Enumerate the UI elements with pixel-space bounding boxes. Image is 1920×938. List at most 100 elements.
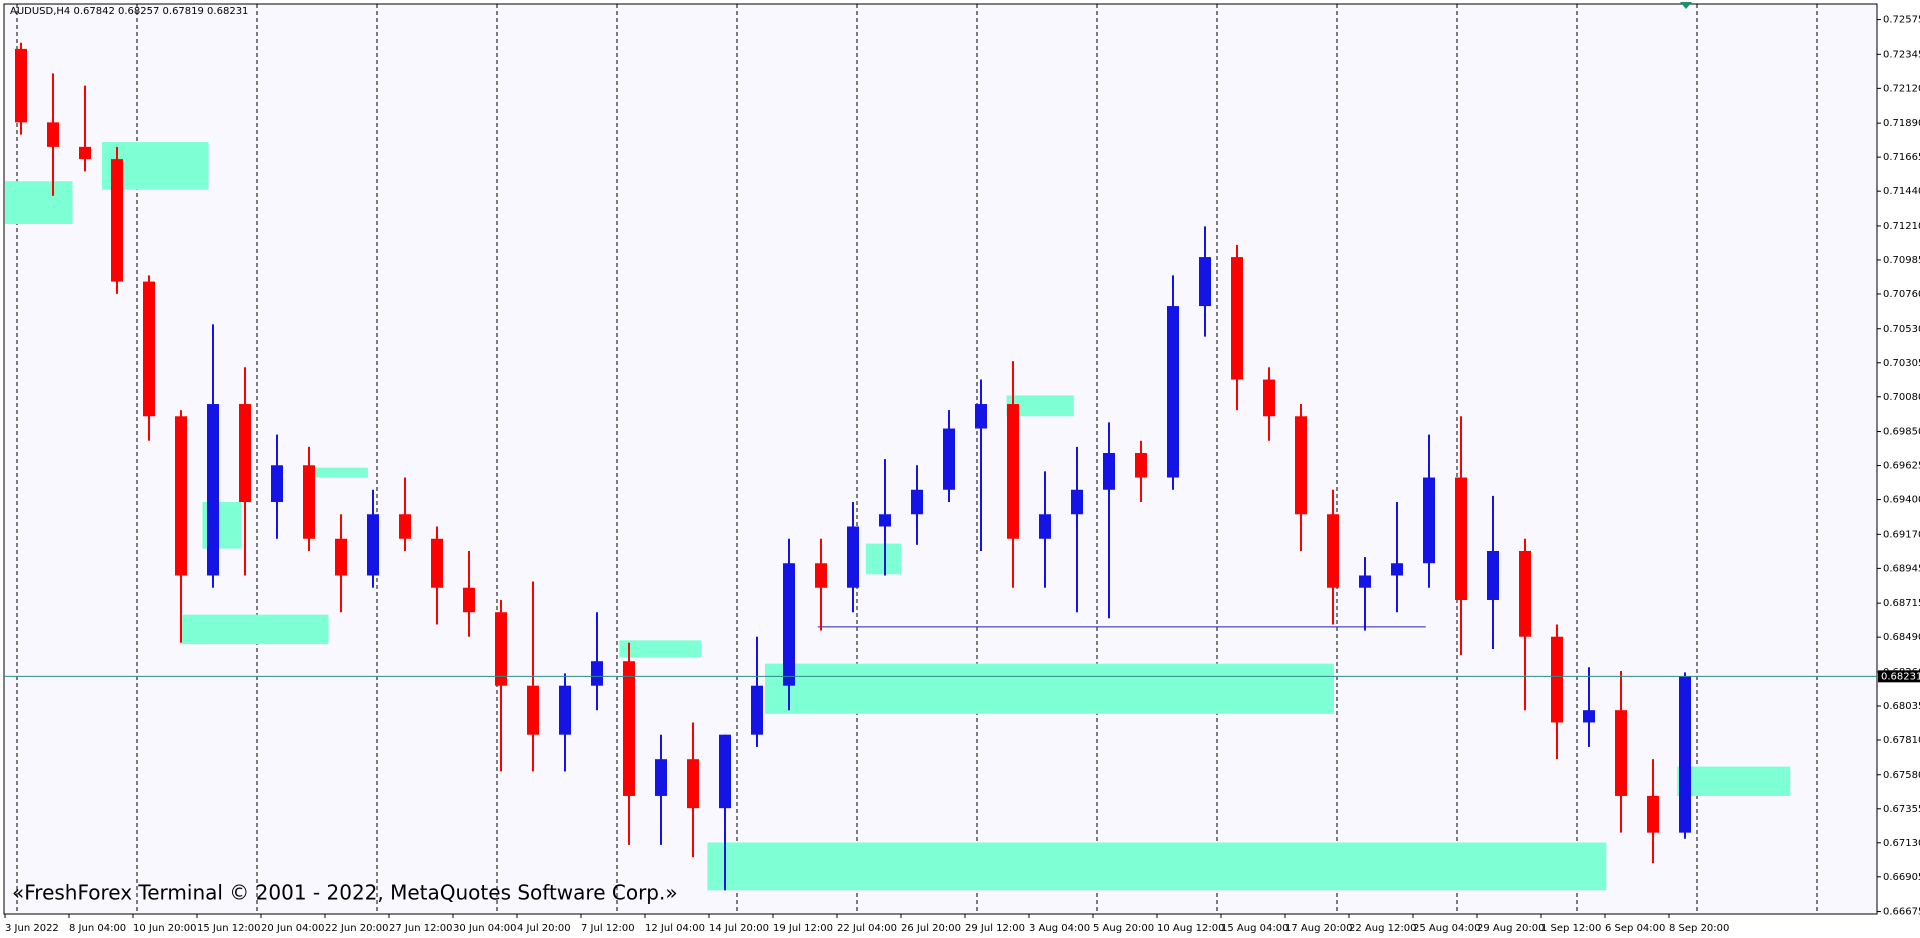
candle-body xyxy=(1263,379,1275,417)
zone xyxy=(1677,766,1791,796)
candle-body xyxy=(1679,676,1691,833)
x-tick-label: 14 Jul 20:00 xyxy=(709,923,769,934)
candle-body xyxy=(1071,489,1083,515)
candle-body xyxy=(207,404,219,576)
x-tick-label: 10 Jun 20:00 xyxy=(133,923,197,934)
candle-body xyxy=(1135,453,1147,478)
candle-body xyxy=(495,612,507,686)
y-tick-label: 0.66675 xyxy=(1883,907,1920,918)
candle-body xyxy=(719,734,731,809)
candle-body xyxy=(911,489,923,515)
x-tick-label: 29 Aug 20:00 xyxy=(1477,923,1544,934)
candle-body xyxy=(943,428,955,490)
candle-body xyxy=(1231,257,1243,380)
candle-body xyxy=(111,159,123,282)
y-tick-label: 0.72575 xyxy=(1883,15,1920,26)
candle-body xyxy=(1103,453,1115,490)
candle-body xyxy=(1039,514,1051,539)
x-tick-label: 22 Aug 12:00 xyxy=(1349,923,1416,934)
x-tick-label: 22 Jun 20:00 xyxy=(325,923,389,934)
candle-body xyxy=(1423,477,1435,564)
candle-body xyxy=(591,661,603,686)
candle-body xyxy=(1455,477,1467,600)
y-tick-label: 0.72345 xyxy=(1883,49,1920,60)
candle-body xyxy=(1551,636,1563,723)
separators xyxy=(16,4,1818,914)
candle-body xyxy=(335,538,347,576)
chart-title: AUDUSD,H4 0.67842 0.68257 0.67819 0.6823… xyxy=(10,6,248,17)
candle-body xyxy=(527,685,539,735)
candle-body xyxy=(175,416,187,576)
zone xyxy=(765,663,1334,714)
candle-body xyxy=(1487,550,1499,600)
x-tick-label: 17 Aug 20:00 xyxy=(1285,923,1352,934)
x-tick-label: 25 Aug 04:00 xyxy=(1413,923,1480,934)
x-tick-label: 30 Jun 04:00 xyxy=(453,923,517,934)
y-tick-label: 0.68945 xyxy=(1883,563,1920,574)
candle-body xyxy=(1327,514,1339,588)
candle-body xyxy=(1583,710,1595,723)
x-tick-label: 26 Jul 20:00 xyxy=(901,923,961,934)
x-tick-label: 3 Jun 2022 xyxy=(5,923,59,934)
candle-body xyxy=(1167,306,1179,478)
last-price-box xyxy=(1878,670,1920,683)
zone xyxy=(181,614,329,645)
candle-body xyxy=(431,538,443,588)
x-tick-label: 12 Jul 04:00 xyxy=(645,923,705,934)
candle-body xyxy=(1295,416,1307,515)
x-tick-label: 27 Jun 12:00 xyxy=(389,923,453,934)
y-tick-label: 0.68035 xyxy=(1883,701,1920,712)
x-tick-label: 3 Aug 04:00 xyxy=(1029,923,1090,934)
candle-body xyxy=(1359,575,1371,588)
candle-body xyxy=(1007,404,1019,539)
plot-area xyxy=(3,3,1878,915)
candle-body xyxy=(399,514,411,539)
candle-body xyxy=(815,563,827,588)
candle-body xyxy=(1199,257,1211,307)
candle-body xyxy=(1615,710,1627,796)
candle-body xyxy=(15,48,27,123)
y-tick-label: 0.71665 xyxy=(1883,152,1920,163)
y-tick-label: 0.68715 xyxy=(1883,598,1920,609)
zone xyxy=(865,543,901,575)
x-tick-label: 29 Jul 12:00 xyxy=(965,923,1025,934)
y-tick-label: 0.70985 xyxy=(1883,255,1920,266)
x-tick-label: 8 Jun 04:00 xyxy=(69,923,126,934)
candle-body xyxy=(559,685,571,735)
x-tick-label: 7 Jul 12:00 xyxy=(581,923,635,934)
watermark: «FreshForex Terminal © 2001 - 2022, Meta… xyxy=(12,881,678,905)
candle-body xyxy=(847,526,859,588)
candle-body xyxy=(623,661,635,796)
last-price-label: 0.68231 xyxy=(1881,671,1920,682)
x-tick-label: 5 Aug 20:00 xyxy=(1093,923,1154,934)
candle-body xyxy=(783,563,795,686)
x-tick-label: 4 Jul 20:00 xyxy=(517,923,571,934)
marker xyxy=(1680,2,1692,9)
y-tick-label: 0.67355 xyxy=(1883,804,1920,815)
candle-body xyxy=(303,465,315,539)
candle-body xyxy=(1519,550,1531,637)
x-tick-label: 20 Jun 04:00 xyxy=(261,923,325,934)
candle-body xyxy=(143,281,155,417)
candle-body xyxy=(655,759,667,796)
x-tick-label: 15 Jun 12:00 xyxy=(197,923,261,934)
y-tick-label: 0.66905 xyxy=(1883,872,1920,883)
candle-body xyxy=(367,514,379,576)
candle-body xyxy=(79,146,91,160)
candle-body xyxy=(687,759,699,809)
candle-body xyxy=(751,685,763,735)
zone xyxy=(707,842,1607,891)
zone xyxy=(304,467,368,478)
